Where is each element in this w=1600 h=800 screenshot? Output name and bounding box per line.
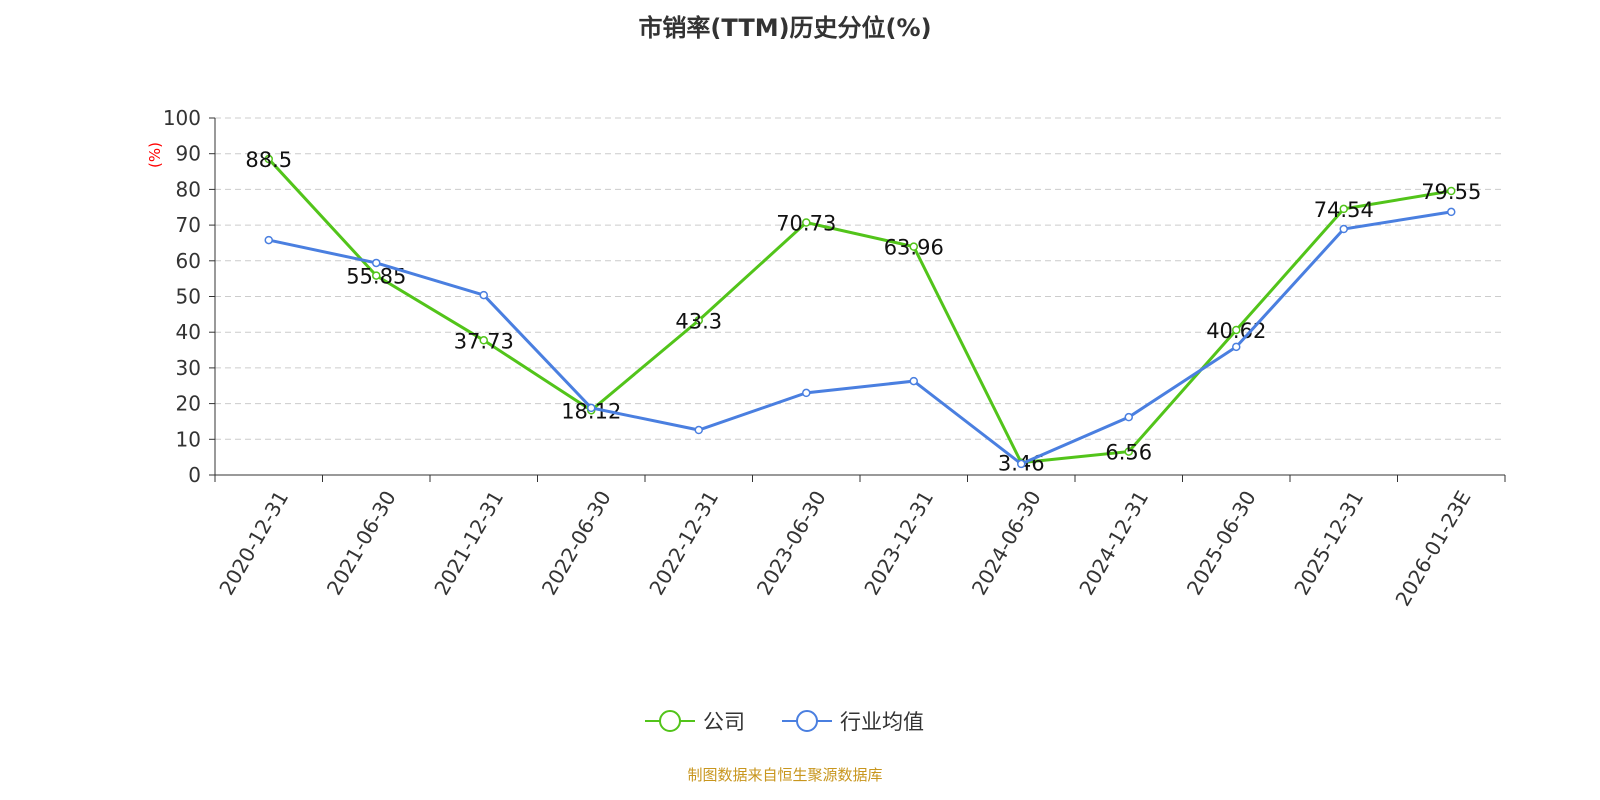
x-tick-label: 2021-06-30 bbox=[322, 487, 401, 600]
x-tick-label: 2024-12-31 bbox=[1074, 487, 1153, 600]
data-point bbox=[372, 258, 381, 268]
data-point bbox=[264, 235, 273, 245]
data-point bbox=[802, 388, 811, 398]
data-label: 37.73 bbox=[454, 329, 514, 353]
data-point bbox=[1339, 224, 1348, 234]
data-label: 6.56 bbox=[1105, 441, 1152, 465]
y-tick-label: 100 bbox=[163, 106, 201, 130]
data-point bbox=[1124, 447, 1133, 456]
data-point bbox=[372, 271, 381, 280]
data-point bbox=[694, 316, 703, 325]
x-tick-label: 2022-12-31 bbox=[644, 487, 723, 600]
y-tick-label: 70 bbox=[176, 213, 201, 237]
y-tick-label: 40 bbox=[176, 320, 201, 344]
y-tick-label: 10 bbox=[176, 427, 201, 451]
data-point bbox=[1232, 342, 1241, 352]
y-tick-label: 30 bbox=[176, 356, 201, 380]
y-tick-label: 80 bbox=[176, 177, 201, 201]
x-tick-label: 2020-12-31 bbox=[214, 487, 293, 600]
data-point bbox=[264, 154, 273, 164]
series-line bbox=[268, 210, 1452, 466]
y-tick-label: 60 bbox=[176, 249, 201, 273]
data-label: 63.96 bbox=[884, 236, 944, 260]
y-axis-label: (%) bbox=[146, 142, 164, 168]
y-tick-label: 0 bbox=[188, 463, 201, 487]
data-point bbox=[802, 218, 811, 227]
x-tick-label: 2023-12-31 bbox=[859, 487, 938, 600]
data-label: 70.73 bbox=[776, 211, 836, 235]
data-point bbox=[909, 376, 918, 386]
data-point bbox=[1339, 204, 1348, 214]
data-point bbox=[694, 425, 703, 435]
data-point bbox=[1447, 207, 1456, 217]
data-point bbox=[1124, 412, 1133, 422]
data-point bbox=[1447, 186, 1456, 196]
legend-label: 行业均值 bbox=[840, 710, 924, 734]
y-tick-label: 90 bbox=[176, 142, 201, 166]
data-point bbox=[479, 336, 488, 345]
legend-marker bbox=[796, 710, 818, 732]
data-point bbox=[479, 290, 488, 300]
y-tick-label: 50 bbox=[176, 285, 201, 309]
x-tick-label: 2025-12-31 bbox=[1289, 487, 1368, 600]
x-tick-label: 2026-01-23E bbox=[1390, 487, 1475, 611]
data-point bbox=[1017, 459, 1026, 469]
data-label: 43.3 bbox=[675, 309, 722, 333]
data-label: 74.54 bbox=[1314, 198, 1374, 222]
data-label: 88.5 bbox=[245, 148, 292, 172]
x-tick-label: 2024-06-30 bbox=[967, 487, 1046, 600]
x-tick-label: 2023-06-30 bbox=[752, 487, 831, 600]
legend-label: 公司 bbox=[703, 710, 745, 734]
legend-marker bbox=[659, 710, 681, 732]
data-point bbox=[587, 403, 596, 413]
data-point bbox=[909, 242, 918, 251]
x-tick-label: 2025-06-30 bbox=[1182, 487, 1261, 600]
x-tick-label: 2021-12-31 bbox=[429, 487, 508, 600]
series-line bbox=[267, 158, 1452, 465]
data-label: 79.55 bbox=[1421, 180, 1481, 204]
chart-title: 市销率(TTM)历史分位(%) bbox=[638, 14, 932, 42]
y-tick-label: 20 bbox=[176, 392, 201, 416]
data-point bbox=[1232, 325, 1241, 335]
source-note: 制图数据来自恒生聚源数据库 bbox=[687, 766, 883, 784]
x-tick-label: 2022-06-30 bbox=[537, 487, 616, 600]
